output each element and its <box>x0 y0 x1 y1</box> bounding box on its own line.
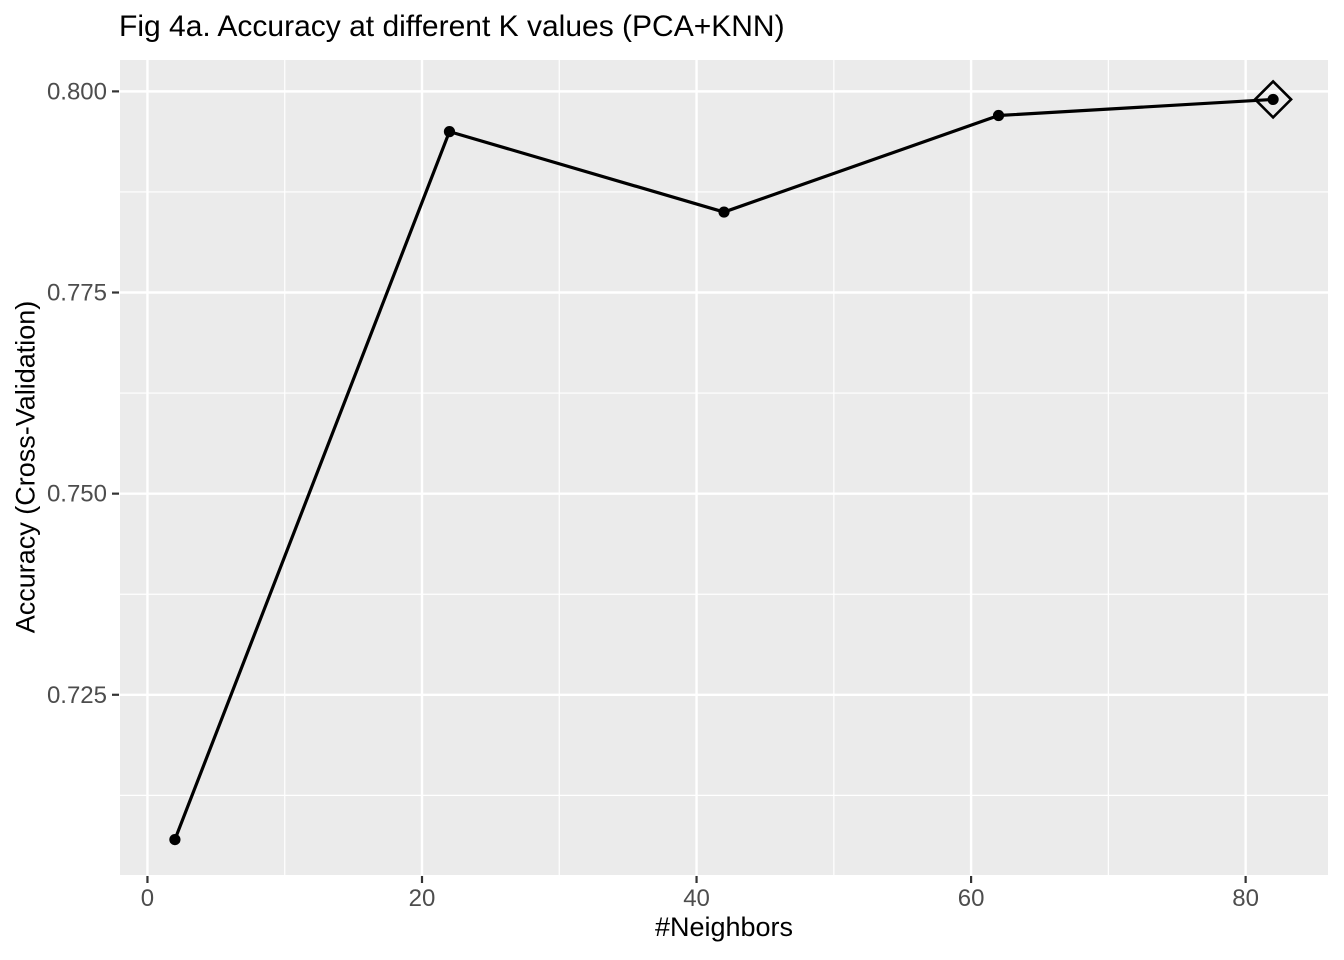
data-point <box>1267 93 1279 106</box>
x-tick-label: 60 <box>958 885 985 912</box>
y-tick-label: 0.725 <box>47 682 107 709</box>
x-axis-title: #Neighbors <box>654 912 794 942</box>
data-point <box>443 126 456 138</box>
x-tick-label: 80 <box>1232 885 1259 912</box>
y-tick-label: 0.800 <box>47 78 107 105</box>
data-point <box>718 206 730 218</box>
y-tick-label: 0.775 <box>47 280 107 307</box>
x-tick-label: 20 <box>409 885 436 912</box>
x-tick-label: 40 <box>683 885 710 912</box>
chart-title: Fig 4a. Accuracy at different K values (… <box>119 10 785 43</box>
panel-background <box>120 60 1328 875</box>
x-tick-label: 0 <box>141 885 154 912</box>
y-axis-title: Accuracy (Cross-Validation) <box>10 300 41 634</box>
best-point-marker <box>1253 79 1293 120</box>
data-point <box>169 834 181 846</box>
y-tick-label: 0.750 <box>47 481 107 508</box>
data-point <box>992 109 1005 122</box>
